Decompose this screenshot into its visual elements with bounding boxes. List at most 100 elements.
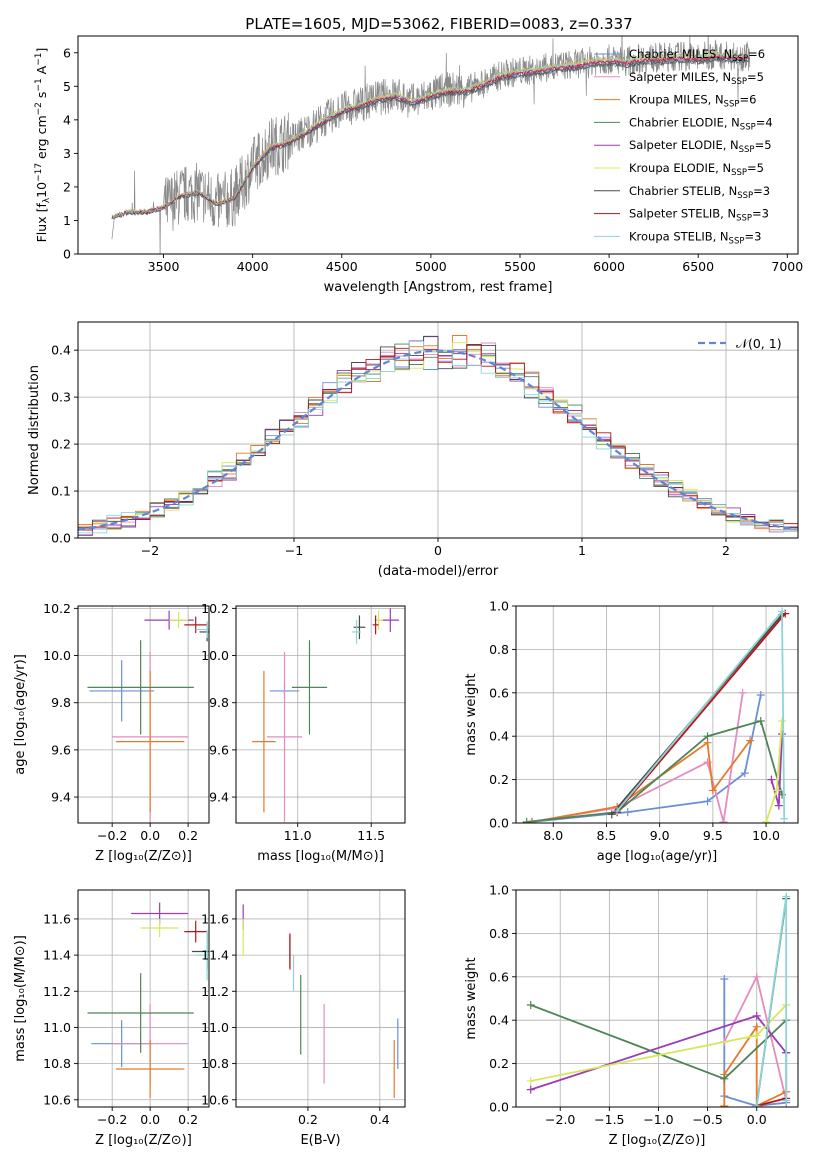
legend-entry: Kroupa MILES, NSSP=6 bbox=[629, 93, 756, 110]
y-tick-label: 9.6 bbox=[51, 742, 71, 757]
x-tick-label: 8.5 bbox=[597, 828, 617, 843]
x-tick-label: 0.2 bbox=[178, 828, 198, 843]
y-tick-label: 10.6 bbox=[201, 1092, 229, 1107]
spectrum-axes: 3500 4000 4500 5000 5500 6000 6500 7000 0 1 2 3 4 5 6 w… bbox=[34, 35, 803, 295]
x-axis-label: mass [log₁₀(M/M⊙)] bbox=[257, 849, 384, 864]
y-tick-label: 0.3 bbox=[51, 390, 71, 405]
mass-weight-series bbox=[527, 690, 765, 823]
y-tick-label: 0.4 bbox=[51, 343, 71, 358]
massweight-age-frame bbox=[515, 605, 799, 824]
mass-weight-marker bbox=[607, 810, 616, 819]
age-mass-plot-area bbox=[252, 608, 400, 822]
error-bar-point bbox=[195, 929, 209, 981]
y-tick-label: 10.2 bbox=[43, 601, 71, 616]
y-tick-label: 9.8 bbox=[209, 695, 229, 710]
mass-weight-marker bbox=[756, 690, 765, 699]
error-bar-point bbox=[169, 611, 189, 629]
y-tick-label: 9.4 bbox=[209, 790, 229, 805]
x-tick-label: 9.5 bbox=[703, 828, 723, 843]
mass-weight-marker bbox=[703, 797, 712, 806]
error-bar-point bbox=[87, 973, 194, 1053]
age-mass-axes: 11.0 11.5 9.4 9.6 9.8 10.0 10.2 mass [log₁₀(M/M… bbox=[201, 601, 406, 864]
y-tick-label: 0.2 bbox=[51, 437, 71, 452]
mass-weight-series bbox=[527, 688, 747, 823]
mass-weight-marker bbox=[746, 736, 755, 745]
y-axis-label: age [log₁₀(age/yr)] bbox=[13, 654, 28, 775]
error-bar-point bbox=[140, 918, 179, 938]
x-tick-label: 4500 bbox=[326, 259, 358, 274]
legend-entry: Salpeter STELIB, NSSP=3 bbox=[629, 207, 769, 224]
y-tick-label: 4 bbox=[63, 112, 71, 127]
legend-entry: Kroupa ELODIE, NSSP=5 bbox=[629, 161, 764, 178]
x-tick-label: 0.4 bbox=[370, 1112, 390, 1127]
massweight-age-plot-area bbox=[522, 607, 790, 823]
y-tick-label: 10.0 bbox=[201, 648, 229, 663]
mass-weight-marker bbox=[522, 817, 531, 823]
residuals-frame bbox=[77, 321, 799, 539]
x-tick-label: 0.2 bbox=[178, 1112, 198, 1127]
mass-weight-marker bbox=[752, 972, 761, 981]
y-tick-label: 11.4 bbox=[43, 948, 71, 963]
error-bar-point bbox=[184, 616, 208, 634]
y-tick-label: 5 bbox=[63, 79, 71, 94]
legend-entry: Chabrier STELIB, NSSP=3 bbox=[629, 184, 770, 201]
mass-metal-frame bbox=[77, 889, 210, 1108]
y-tick-label: 0.6 bbox=[489, 969, 509, 984]
y-tick-label: 11.0 bbox=[43, 1020, 71, 1035]
y-tick-label: 0.0 bbox=[489, 1100, 509, 1115]
x-axis-label: wavelength [Angstrom, rest frame] bbox=[324, 280, 553, 295]
error-bar-point bbox=[115, 1040, 185, 1098]
y-tick-label: 0.6 bbox=[489, 685, 509, 700]
error-bar-point bbox=[353, 615, 366, 640]
y-tick-label: 10.6 bbox=[43, 1092, 71, 1107]
x-tick-label: −1.0 bbox=[643, 1112, 673, 1127]
y-tick-label: 0.8 bbox=[489, 926, 509, 941]
x-tick-label: 8.0 bbox=[543, 828, 563, 843]
legend-entry: Chabrier MILES, NSSP=6 bbox=[629, 47, 765, 64]
y-tick-label: 1.0 bbox=[489, 599, 509, 614]
y-tick-label: 0.8 bbox=[489, 642, 509, 657]
mass-weight-marker bbox=[762, 817, 771, 823]
y-tick-label: 10.0 bbox=[43, 648, 71, 663]
x-tick-label: 1 bbox=[578, 543, 586, 558]
mass-weight-marker bbox=[720, 1101, 729, 1107]
mass-weight-marker bbox=[778, 607, 787, 616]
y-tick-label: 0.4 bbox=[489, 729, 509, 744]
mass-weight-marker bbox=[526, 1085, 535, 1094]
residuals-axes: −2 −1 0 1 2 0.0 0.1 0.2 0.3 0.4 (data-model)/error… bbox=[27, 321, 799, 579]
mass-weight-marker bbox=[526, 1001, 535, 1010]
mass-weight-marker bbox=[526, 1076, 535, 1085]
mass-metal-axes: −0.2 0.0 0.2 10.6 10.8 11.0 11.2 11.4 11.6 Z [log… bbox=[13, 889, 210, 1148]
mass-weight-series bbox=[720, 972, 791, 1105]
mass-weight-marker bbox=[774, 801, 783, 810]
y-tick-label: 11.6 bbox=[43, 911, 71, 926]
mass-weight-series bbox=[526, 1001, 791, 1085]
mass-weight-marker bbox=[752, 1022, 761, 1031]
mass-ebv-frame bbox=[235, 889, 406, 1108]
mass-weight-marker bbox=[708, 786, 717, 795]
error-bar-point bbox=[352, 620, 361, 644]
spectrum-frame bbox=[77, 35, 799, 255]
age-metal-axes: −0.2 0.0 0.2 9.4 9.6 9.8 10.0 10.2 Z [log₁₀(Z/Z⊙… bbox=[13, 601, 210, 864]
mass-ebv-axes: 0.2 0.4 10.6 10.8 11.0 11.2 11.4 11.6 E(B-V) bbox=[201, 889, 406, 1148]
y-tick-label: 0 bbox=[63, 247, 71, 262]
x-tick-label: 11.5 bbox=[357, 828, 385, 843]
mass-weight-marker bbox=[613, 807, 622, 816]
y-tick-label: 9.4 bbox=[51, 790, 71, 805]
x-tick-label: −2 bbox=[141, 543, 159, 558]
model-spectrum-line bbox=[111, 51, 750, 220]
normal-curve bbox=[78, 349, 796, 531]
x-axis-label: age [log₁₀(age/yr)] bbox=[597, 849, 718, 864]
age-mass-frame bbox=[235, 605, 406, 824]
mass-weight-marker bbox=[778, 717, 787, 726]
figure-title: PLATE=1605, MJD=53062, FIBERID=0083, z=0… bbox=[245, 15, 632, 33]
x-tick-label: −0.2 bbox=[97, 828, 127, 843]
x-tick-label: 0 bbox=[434, 543, 442, 558]
y-tick-label: 11.4 bbox=[201, 948, 229, 963]
x-tick-label: −0.2 bbox=[97, 1112, 127, 1127]
mass-weight-marker bbox=[720, 1074, 729, 1083]
x-tick-label: 11.0 bbox=[284, 828, 312, 843]
error-bar-point bbox=[87, 640, 194, 735]
spectrum-legend: Chabrier MILES, NSSP=6 Salpeter MILES, NS… bbox=[594, 47, 773, 246]
